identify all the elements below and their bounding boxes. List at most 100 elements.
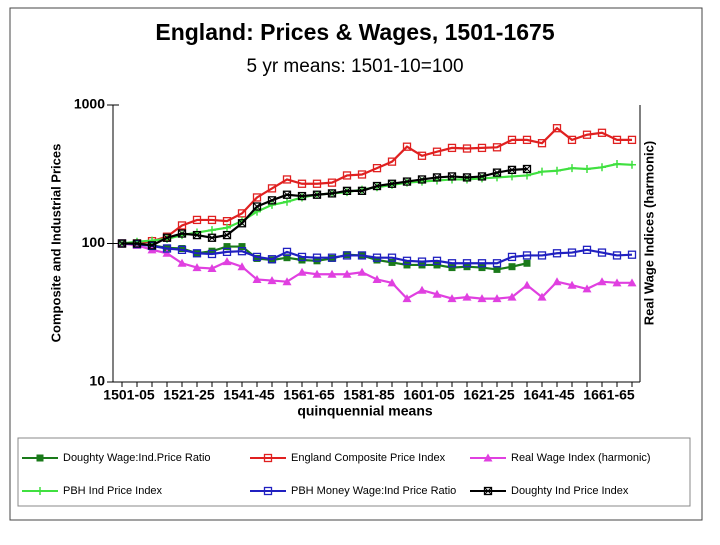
marker — [567, 280, 577, 289]
marker — [342, 186, 352, 195]
marker-shape — [237, 219, 247, 228]
marker-shape — [484, 487, 492, 495]
marker — [627, 135, 637, 145]
marker — [417, 285, 427, 294]
y-axis-label: Composite and Industrial Prices — [48, 144, 63, 343]
marker-shape — [342, 251, 352, 260]
marker — [342, 269, 352, 278]
marker-shape — [283, 254, 291, 262]
marker — [327, 269, 337, 278]
marker — [357, 186, 367, 195]
marker-shape — [387, 253, 397, 262]
marker-shape — [493, 168, 501, 177]
marker-shape — [508, 166, 516, 174]
marker — [207, 263, 217, 272]
marker — [117, 239, 127, 248]
marker-shape — [207, 249, 217, 259]
marker — [537, 139, 547, 148]
marker-shape — [192, 249, 202, 258]
marker-shape — [177, 229, 187, 238]
marker-shape — [417, 285, 427, 294]
marker-shape — [553, 166, 561, 175]
marker-shape — [522, 164, 532, 174]
marker — [327, 189, 337, 198]
marker — [312, 269, 322, 278]
marker-shape — [478, 172, 486, 181]
marker-shape — [312, 253, 322, 262]
marker-shape — [267, 196, 277, 205]
marker-shape — [252, 193, 262, 202]
marker-shape — [402, 294, 412, 303]
marker-shape — [448, 264, 456, 272]
marker-shape — [312, 269, 322, 278]
marker — [177, 229, 187, 238]
marker-shape — [483, 486, 493, 496]
marker — [208, 247, 216, 255]
marker — [417, 257, 427, 266]
marker — [597, 128, 607, 137]
x-tick-label: 1501-05 — [103, 387, 155, 403]
marker — [522, 280, 532, 289]
marker — [252, 252, 262, 262]
marker — [582, 130, 592, 139]
marker-shape — [238, 243, 246, 251]
marker — [402, 294, 412, 303]
marker — [492, 294, 502, 303]
marker — [373, 256, 381, 264]
marker — [552, 249, 562, 258]
marker-shape — [567, 248, 577, 257]
marker-shape — [222, 257, 232, 266]
marker-shape — [297, 179, 307, 188]
legend-entry: Real Wage Index (harmonic) — [470, 452, 651, 464]
marker — [583, 165, 591, 174]
marker — [238, 243, 246, 251]
marker — [492, 143, 502, 152]
marker-shape — [552, 124, 562, 133]
marker-shape — [507, 165, 517, 175]
marker-shape — [522, 251, 532, 260]
marker — [222, 257, 232, 266]
marker-shape — [192, 230, 202, 240]
marker — [387, 253, 397, 262]
marker — [462, 144, 472, 153]
marker-shape — [372, 253, 382, 262]
marker-shape — [357, 267, 367, 276]
marker-shape — [312, 190, 322, 199]
marker — [268, 200, 276, 209]
marker-shape — [177, 221, 187, 230]
x-tick-label: 1521-25 — [163, 387, 215, 403]
y-tick-label: 1000 — [74, 96, 105, 112]
marker-shape — [263, 486, 273, 496]
marker-shape — [342, 171, 352, 180]
marker-shape — [387, 278, 397, 287]
marker-shape — [612, 251, 622, 260]
marker-shape — [582, 130, 592, 139]
marker-shape — [627, 250, 637, 259]
marker-shape — [298, 192, 306, 200]
marker — [372, 253, 382, 262]
marker — [357, 170, 367, 179]
marker-shape — [448, 172, 456, 181]
marker-shape — [612, 135, 622, 145]
marker-shape — [118, 239, 126, 248]
marker-shape — [373, 182, 381, 190]
marker-shape — [192, 215, 202, 225]
marker-shape — [253, 207, 261, 216]
marker — [432, 147, 442, 156]
marker-shape — [357, 170, 367, 179]
marker — [508, 263, 516, 271]
marker — [223, 243, 231, 251]
marker-shape — [282, 190, 292, 199]
marker-shape — [343, 186, 351, 195]
marker-shape — [462, 173, 472, 182]
legend-box — [17, 437, 691, 507]
marker-shape — [327, 269, 337, 278]
marker-shape — [357, 186, 367, 195]
marker-shape — [207, 215, 217, 225]
marker — [417, 151, 427, 160]
marker-shape — [432, 256, 442, 265]
marker — [612, 135, 622, 145]
marker — [522, 164, 532, 174]
marker-shape — [418, 175, 426, 184]
marker-shape — [252, 202, 262, 211]
